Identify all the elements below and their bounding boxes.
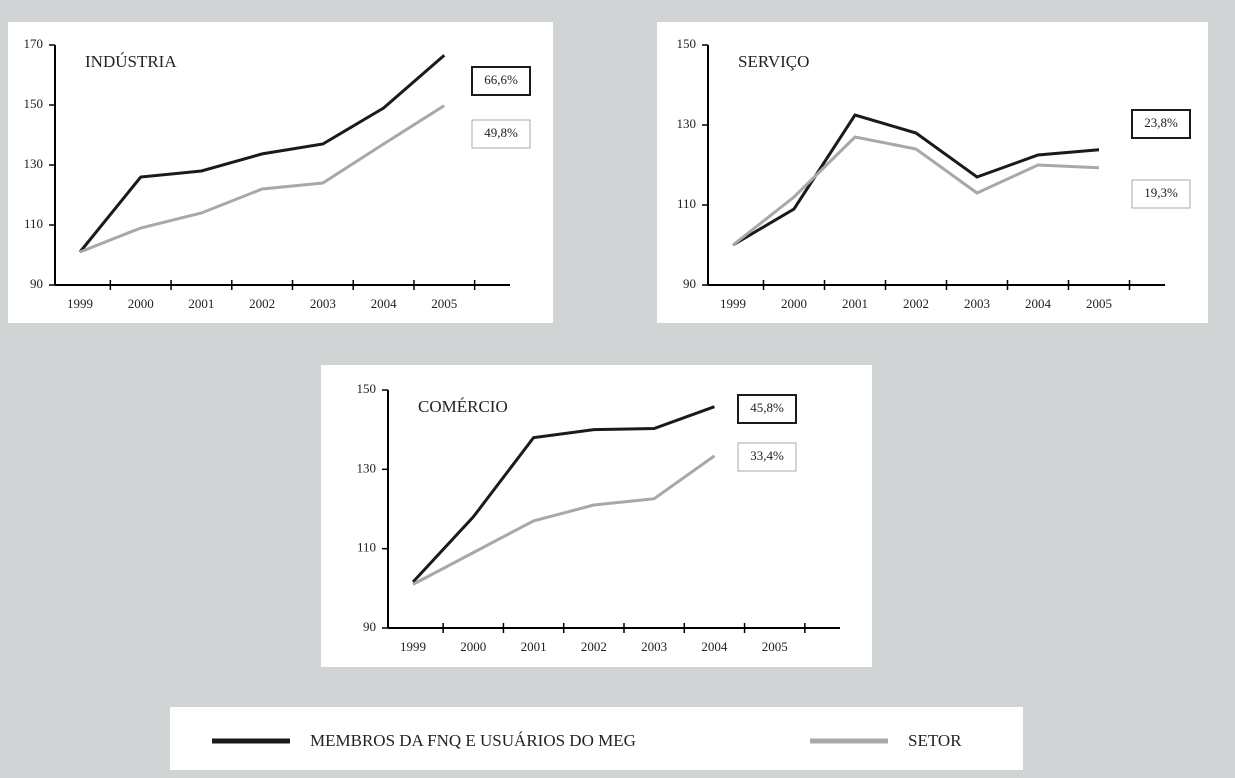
y-tick-label: 170 (24, 36, 44, 51)
x-tick-label: 2003 (964, 296, 990, 311)
x-tick-label: 2005 (1086, 296, 1112, 311)
label-box (1131, 179, 1191, 209)
x-tick-label: 1999 (720, 296, 746, 311)
x-tick-label: 1999 (400, 639, 426, 654)
x-tick-label: 2001 (842, 296, 868, 311)
x-tick-label: 2002 (249, 296, 275, 311)
series-line (412, 454, 716, 586)
x-tick-label: 2005 (431, 296, 457, 311)
series-line (411, 405, 715, 584)
label-box (737, 442, 797, 472)
x-tick-label: 2004 (701, 639, 728, 654)
x-tick-label: 2001 (188, 296, 214, 311)
y-tick-label: 110 (677, 196, 696, 211)
legend-label: SETOR (908, 731, 962, 750)
y-tick-label: 150 (677, 36, 697, 51)
x-tick-label: 2001 (521, 639, 547, 654)
label-box (1131, 109, 1191, 139)
panel (657, 22, 1208, 323)
y-tick-label: 150 (357, 381, 377, 396)
end-label: 49,8% (484, 125, 518, 140)
legend-label: MEMBROS DA FNQ E USUÁRIOS DO MEG (310, 731, 636, 750)
series-line (732, 113, 1100, 247)
y-tick-label: 130 (357, 460, 377, 475)
x-tick-label: 2002 (581, 639, 607, 654)
series-line (78, 54, 446, 253)
x-tick-label: 2003 (641, 639, 667, 654)
y-tick-label: 90 (363, 619, 376, 634)
label-box (471, 66, 531, 96)
chart-title: INDÚSTRIA (85, 52, 177, 71)
chart-title: SERVIÇO (738, 52, 809, 71)
label-box (737, 394, 797, 424)
end-label: 23,8% (1144, 115, 1178, 130)
y-tick-label: 110 (24, 216, 43, 231)
chart-title: COMÉRCIO (418, 397, 508, 416)
series-line (732, 135, 1100, 247)
y-tick-label: 90 (30, 276, 43, 291)
x-tick-label: 2004 (371, 296, 398, 311)
end-label: 66,6% (484, 72, 518, 87)
x-tick-label: 2000 (128, 296, 154, 311)
y-tick-label: 110 (357, 540, 376, 555)
x-tick-label: 2000 (460, 639, 486, 654)
series-line (79, 104, 446, 254)
end-label: 33,4% (750, 448, 784, 463)
end-label: 45,8% (750, 400, 784, 415)
y-tick-label: 90 (683, 276, 696, 291)
x-tick-label: 2002 (903, 296, 929, 311)
end-label: 19,3% (1144, 185, 1178, 200)
x-tick-label: 2000 (781, 296, 807, 311)
x-tick-label: 2005 (762, 639, 788, 654)
y-tick-label: 130 (24, 156, 44, 171)
x-tick-label: 2004 (1025, 296, 1052, 311)
y-tick-label: 150 (24, 96, 44, 111)
y-tick-label: 130 (677, 116, 697, 131)
x-tick-label: 2003 (310, 296, 336, 311)
panel (8, 22, 553, 323)
x-tick-label: 1999 (67, 296, 93, 311)
label-box (471, 119, 531, 149)
